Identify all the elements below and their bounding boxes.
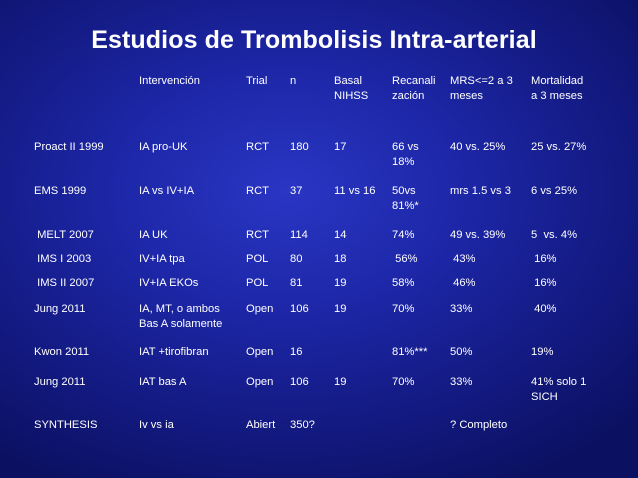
cell-trial: POL bbox=[246, 277, 269, 289]
cell-mrs: 50% bbox=[450, 346, 473, 358]
cell-trial: Open bbox=[246, 376, 274, 388]
cell-n: 16 bbox=[290, 346, 303, 358]
cell-n: 350? bbox=[290, 419, 315, 431]
cell-n: 37 bbox=[290, 185, 303, 197]
column-header-basal-nihss: Basal NIHSS bbox=[334, 75, 369, 102]
cell-study: Jung 2011 bbox=[34, 303, 86, 315]
cell-trial: Open bbox=[246, 303, 274, 315]
cell-n: 81 bbox=[290, 277, 303, 289]
cell-mortality: 16% bbox=[531, 253, 557, 265]
cell-study: IMS II 2007 bbox=[34, 277, 95, 289]
cell-intervention: Iv vs ia bbox=[139, 419, 174, 431]
cell-mrs: 33% bbox=[450, 303, 473, 315]
cell-recanalization: 66 vs 18% bbox=[392, 141, 419, 168]
cell-study: EMS 1999 bbox=[34, 185, 87, 197]
cell-recanalization: 58% bbox=[392, 277, 415, 289]
column-header-recanalization: Recanali zación bbox=[392, 75, 436, 102]
cell-study: MELT 2007 bbox=[34, 229, 94, 241]
cell-intervention: IV+IA EKOs bbox=[139, 277, 199, 289]
cell-mortality: 40% bbox=[531, 303, 557, 315]
cell-n: 114 bbox=[290, 229, 308, 241]
cell-basal-nihss: 17 bbox=[334, 141, 347, 153]
cell-trial: POL bbox=[246, 253, 269, 265]
cell-recanalization: 56% bbox=[392, 253, 418, 265]
cell-mortality: 25 vs. 27% bbox=[531, 141, 587, 153]
cell-recanalization: 70% bbox=[392, 303, 415, 315]
cell-n: 180 bbox=[290, 141, 309, 153]
cell-recanalization: 74% bbox=[392, 229, 415, 241]
cell-mrs: ? Completo bbox=[450, 419, 508, 431]
cell-recanalization: 81%*** bbox=[392, 346, 428, 358]
cell-trial: Open bbox=[246, 346, 274, 358]
cell-mortality: 41% solo 1 SICH bbox=[531, 376, 587, 403]
cell-basal-nihss: 14 bbox=[334, 229, 347, 241]
cell-trial: Abiert bbox=[246, 419, 276, 431]
cell-mrs: 40 vs. 25% bbox=[450, 141, 506, 153]
cell-study: Jung 2011 bbox=[34, 376, 86, 388]
cell-mrs: 46% bbox=[450, 277, 476, 289]
cell-mrs: 43% bbox=[450, 253, 476, 265]
cell-intervention: IA, MT, o ambos Bas A solamente bbox=[139, 303, 223, 330]
cell-intervention: IV+IA tpa bbox=[139, 253, 185, 265]
column-header-mortality: Mortalidad a 3 meses bbox=[531, 75, 584, 102]
cell-trial: RCT bbox=[246, 185, 269, 197]
cell-intervention: IA UK bbox=[139, 229, 168, 241]
cell-n: 106 bbox=[290, 303, 309, 315]
cell-basal-nihss: 19 bbox=[334, 303, 347, 315]
cell-basal-nihss: 18 bbox=[334, 253, 347, 265]
column-header-intervention: Intervención bbox=[139, 75, 200, 87]
cell-n: 80 bbox=[290, 253, 303, 265]
cell-recanalization: 70% bbox=[392, 376, 415, 388]
slide-title: Estudios de Trombolisis Intra-arterial bbox=[91, 26, 537, 54]
cell-basal-nihss: 11 vs 16 bbox=[334, 185, 376, 197]
cell-study: SYNTHESIS bbox=[34, 419, 98, 431]
cell-trial: RCT bbox=[246, 229, 269, 241]
cell-mrs: 33% bbox=[450, 376, 473, 388]
cell-mrs: 49 vs. 39% bbox=[450, 229, 506, 241]
cell-study: IMS I 2003 bbox=[34, 253, 92, 265]
cell-intervention: IAT +tirofibran bbox=[139, 346, 209, 358]
cell-study: Proact II 1999 bbox=[34, 141, 104, 153]
cell-n: 106 bbox=[290, 376, 309, 388]
cell-mortality: 19% bbox=[531, 346, 554, 358]
cell-mortality: 6 vs 25% bbox=[531, 185, 578, 197]
cell-mrs: mrs 1.5 vs 3 bbox=[450, 185, 511, 197]
cell-recanalization: 50vs 81%* bbox=[392, 185, 419, 212]
cell-intervention: IA pro-UK bbox=[139, 141, 188, 153]
cell-mortality: 5 vs. 4% bbox=[531, 229, 578, 241]
cell-trial: RCT bbox=[246, 141, 269, 153]
cell-basal-nihss: 19 bbox=[334, 277, 347, 289]
cell-study: Kwon 2011 bbox=[34, 346, 90, 358]
cell-basal-nihss: 19 bbox=[334, 376, 347, 388]
cell-intervention: IAT bas A bbox=[139, 376, 187, 388]
column-header-n: n bbox=[290, 75, 297, 87]
column-header-mrs: MRS<=2 a 3 meses bbox=[450, 75, 513, 102]
column-header-trial: Trial bbox=[246, 75, 268, 87]
cell-intervention: IA vs IV+IA bbox=[139, 185, 195, 197]
cell-mortality: 16% bbox=[531, 277, 557, 289]
